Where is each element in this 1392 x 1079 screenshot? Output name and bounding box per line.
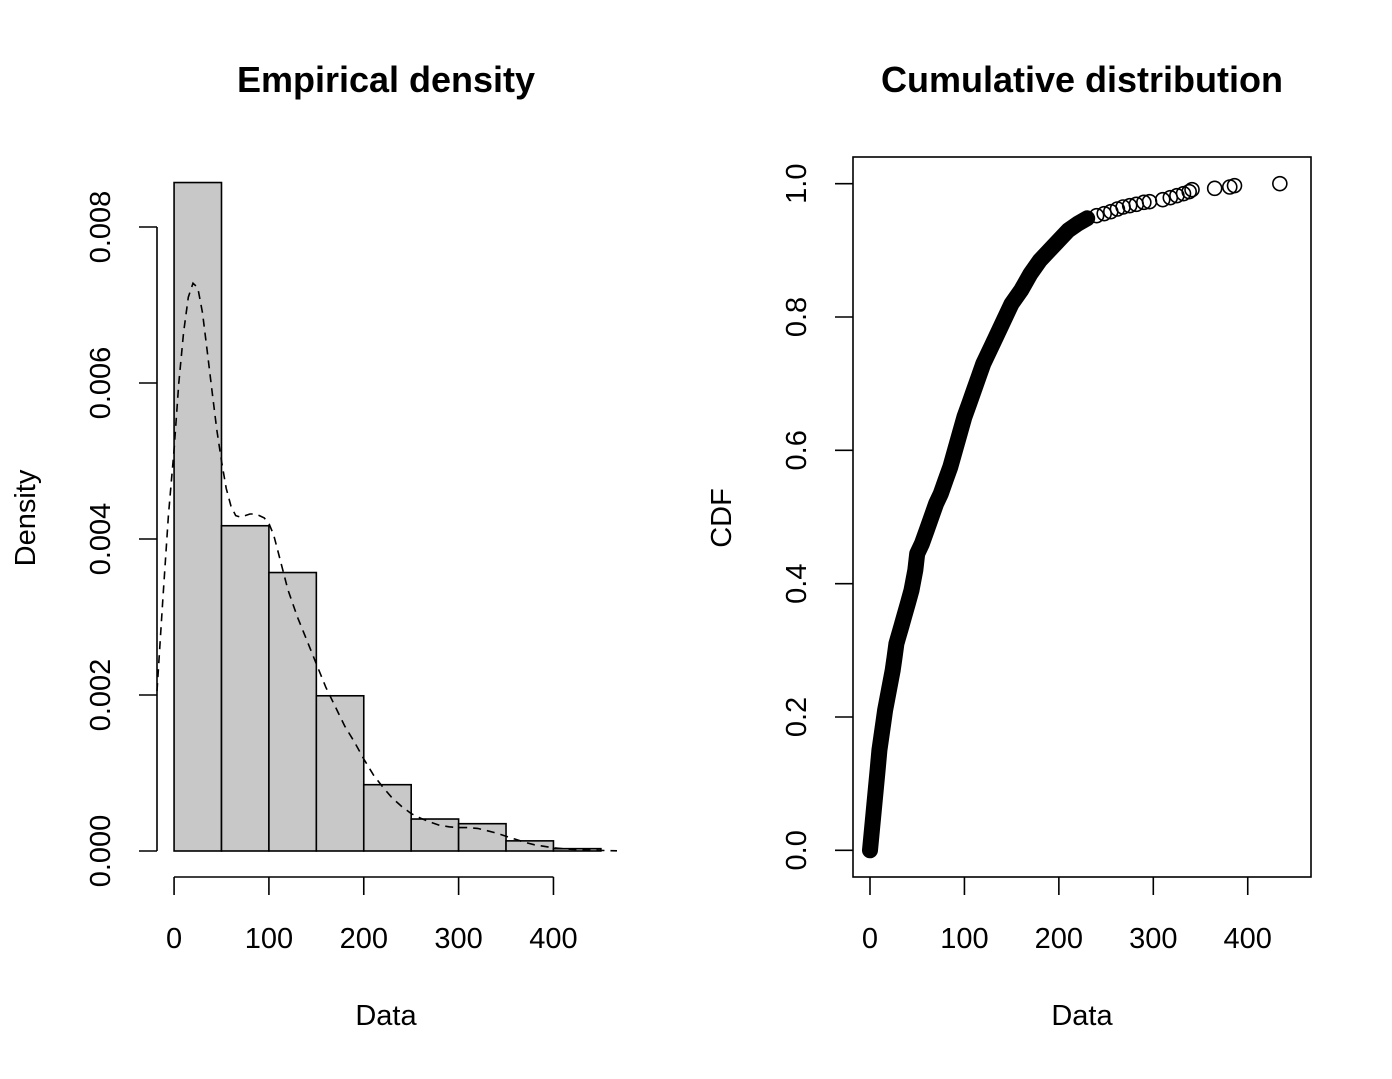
cdf-point — [1226, 177, 1243, 194]
density-x-tick-label: 200 — [340, 923, 388, 955]
cdf-plot-box — [852, 156, 1312, 878]
cdf-y-tick-label: 0.8 — [781, 297, 813, 337]
histogram-bar — [505, 840, 555, 852]
density-x-tick-label: 100 — [245, 923, 293, 955]
density-x-tick-label: 0 — [166, 923, 182, 955]
cdf-y-tick-label: 0.0 — [781, 830, 813, 870]
density-y-tick-label: 0.006 — [85, 347, 117, 420]
cdf-y-tick-label: 0.6 — [781, 430, 813, 470]
cdf-x-tick-label: 0 — [862, 923, 878, 955]
density-panel: Empirical density Data Density 0 100 200 30… — [10, 59, 618, 1032]
cdf-y-tick-label: 1.0 — [781, 164, 813, 204]
density-y-axis-label: Density — [10, 469, 42, 566]
density-y-axis: 0.000 0.002 0.004 0.006 0.008 — [85, 191, 158, 888]
cdf-point — [1184, 181, 1200, 198]
histogram-bar — [173, 181, 223, 852]
cdf-point — [1136, 194, 1152, 211]
density-y-tick-label: 0.008 — [85, 191, 117, 264]
cdf-point — [1088, 207, 1105, 224]
cdf-point — [1121, 197, 1138, 214]
density-y-tick-label: 0.004 — [85, 503, 117, 576]
cdf-points — [862, 175, 1288, 859]
cdf-y-tick-label: 0.4 — [781, 564, 813, 604]
cdf-y-axis-label: CDF — [706, 488, 738, 548]
cdf-x-axis-label: Data — [1051, 1000, 1113, 1032]
density-x-axis-label: Data — [355, 1000, 417, 1032]
cdf-dense-points — [862, 210, 1096, 859]
cdf-point — [1272, 175, 1288, 192]
histogram-bar — [315, 694, 365, 852]
density-x-tick-label: 400 — [529, 923, 577, 955]
cdf-y-axis: 0.0 0.2 0.4 0.6 0.8 1.0 — [781, 164, 853, 870]
histogram-bar — [362, 783, 412, 852]
density-curve-line — [156, 281, 618, 852]
cdf-y-tick-label: 0.2 — [781, 697, 813, 737]
cdf-x-tick-label: 400 — [1224, 923, 1272, 955]
cdf-x-tick-label: 100 — [940, 923, 988, 955]
cdf-title: Cumulative distribution — [881, 59, 1283, 100]
density-y-tick-label: 0.002 — [85, 659, 117, 732]
cdf-x-axis: 0 100 200 300 400 — [862, 877, 1272, 955]
cdf-point — [1206, 180, 1223, 197]
cdf-panel: Cumulative distribution Data CDF 0 100 200… — [706, 59, 1312, 1032]
cdf-point — [1181, 183, 1197, 200]
density-title: Empirical density — [237, 59, 535, 100]
density-x-tick-label: 300 — [434, 923, 482, 955]
density-y-tick-label: 0.000 — [85, 815, 117, 888]
density-x-axis: 0 100 200 300 400 — [166, 876, 578, 955]
histogram-bar — [220, 524, 270, 852]
cdf-x-tick-label: 300 — [1129, 923, 1177, 955]
cdf-point — [1154, 191, 1171, 208]
cdf-x-tick-label: 200 — [1035, 923, 1083, 955]
density-curve-group — [156, 281, 618, 852]
histogram-bars — [173, 181, 602, 852]
histogram-bar — [268, 571, 318, 852]
